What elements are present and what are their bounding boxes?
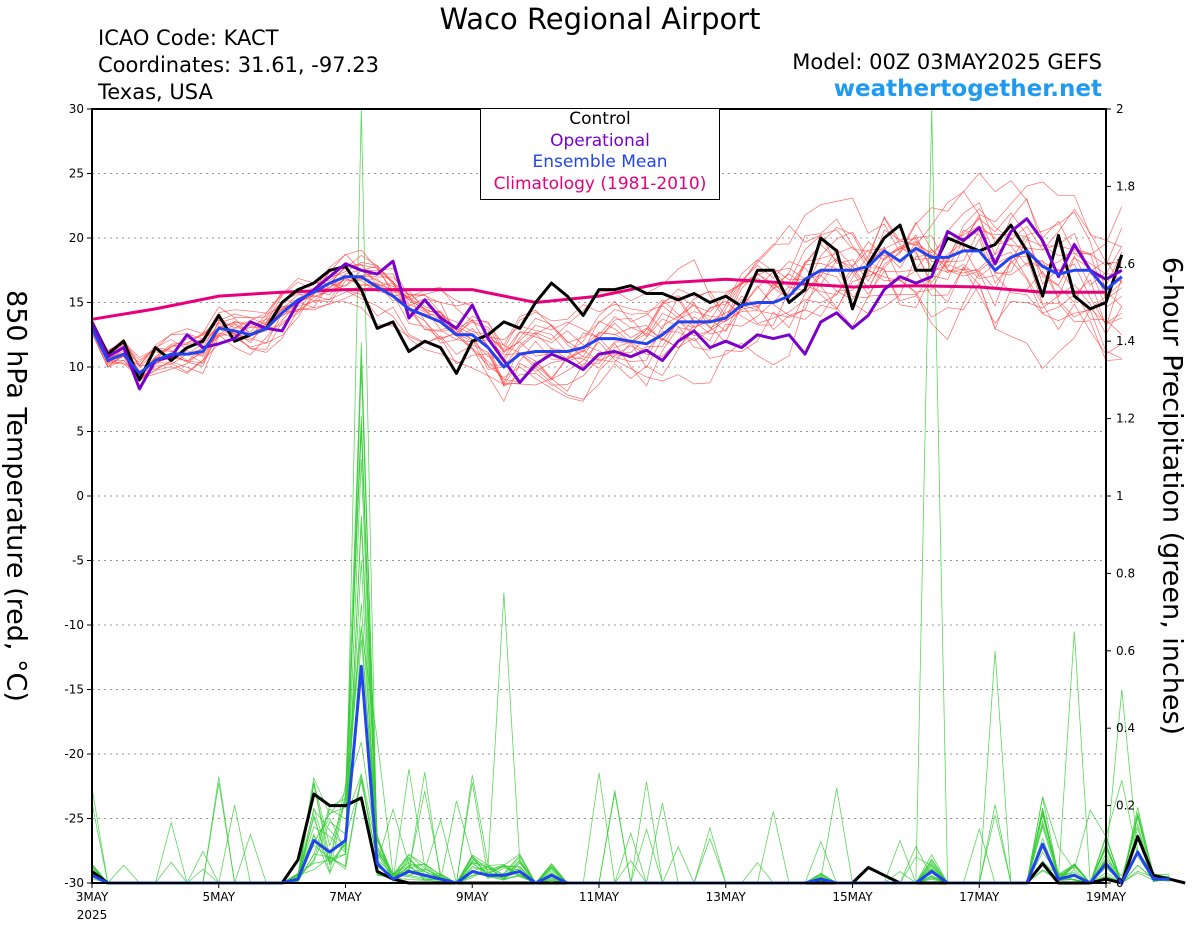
y-tick-label: -30 [64,876,84,890]
temp-members [91,172,1123,402]
y2-tick-label: 0.8 [1116,566,1135,580]
x-tick-label: 13MAY [706,890,747,904]
precip-mean-line [91,664,1170,885]
temp-operational-line [90,217,1123,391]
precip-member-line [91,425,1170,885]
x-tick-label: 9MAY [456,890,489,904]
y2-tick-label: 1 [1116,489,1124,503]
y-tick-label: -20 [64,747,84,761]
y2-tick-label: 0 [1116,876,1124,890]
legend-operational: Operational [550,130,650,151]
icao-code: ICAO Code: KACT [98,26,279,50]
axes [91,108,1107,884]
y-tick-label: 25 [69,167,84,181]
y-tick-label: 15 [69,296,84,310]
temp-member-line [91,259,1123,370]
x-tick-label: 15MAY [832,890,873,904]
temp-member-line [91,216,1122,387]
grid [92,173,1106,819]
x-tick-sublabel: 2025 [77,908,108,922]
coordinates: Coordinates: 31.61, -97.23 [98,53,379,77]
precip-member-line [91,357,1170,884]
x-tick-label: 5MAY [202,890,235,904]
y-tick-label: 20 [69,231,84,245]
y2-tick-label: 0.6 [1116,644,1135,658]
temp-member-line [91,229,1123,402]
y2-tick-label: 0.2 [1116,799,1135,813]
y-tick-label: 0 [76,489,84,503]
y-tick-label: 10 [69,360,84,374]
x-tick-label: 19MAY [1086,890,1127,904]
y2-tick-label: 2 [1116,102,1124,116]
legend: Control Operational Ensemble Mean Climat… [480,108,720,200]
temp-member-line [91,234,1123,382]
y-tick-label: -5 [72,554,84,568]
climatology-line [91,277,1106,321]
y-tick-label: 30 [69,102,84,116]
precip-member-line [91,625,1170,884]
x-tick-label: 3MAY [76,890,109,904]
y2-tick-label: 1.4 [1116,334,1135,348]
location: Texas, USA [98,80,213,104]
precip-member-line [91,458,1170,884]
temp-member-line [91,226,1123,386]
y-tick-label: -10 [64,618,84,632]
plot-frame [91,108,1107,884]
precip-member-line [91,639,1170,884]
precip-member-line [91,431,1170,884]
y-tick-label: -15 [64,683,84,697]
temp-member-line [91,172,1123,386]
precip-member-line [91,515,1170,884]
y2-tick-label: 1.2 [1116,412,1135,426]
temp-mean-line [90,246,1123,375]
x-tick-label: 17MAY [959,890,1000,904]
page-title: Waco Regional Airport [439,2,761,36]
legend-climatology: Climatology (1981-2010) [493,173,707,194]
x-tick-label: 11MAY [579,890,620,904]
x-tick-label: 7MAY [329,890,362,904]
precip-member-line [91,416,1170,884]
precip-member-line [91,368,1170,885]
precip-control-line [91,792,1186,885]
temp-control-line [90,223,1124,382]
legend-control: Control [569,109,631,129]
y-tick-label: 5 [76,425,84,439]
ticks: 302520151050-5-10-15-20-25-3021.81.61.41… [64,102,1135,922]
y-tick-label: -25 [64,812,84,826]
y2-tick-label: 1.8 [1116,179,1135,193]
precip-member-line [91,524,1170,884]
site-link[interactable]: weathertogether.net [833,76,1102,102]
legend-ensemble-mean: Ensemble Mean [532,152,668,172]
temp-member-line [91,202,1122,377]
y2-tick-label: 0.4 [1116,721,1135,735]
model-run: Model: 00Z 03MAY2025 GEFS [792,50,1102,74]
precip-member-line [91,342,1170,884]
y2-tick-label: 1.6 [1116,257,1135,271]
temp-member-line [91,181,1122,384]
